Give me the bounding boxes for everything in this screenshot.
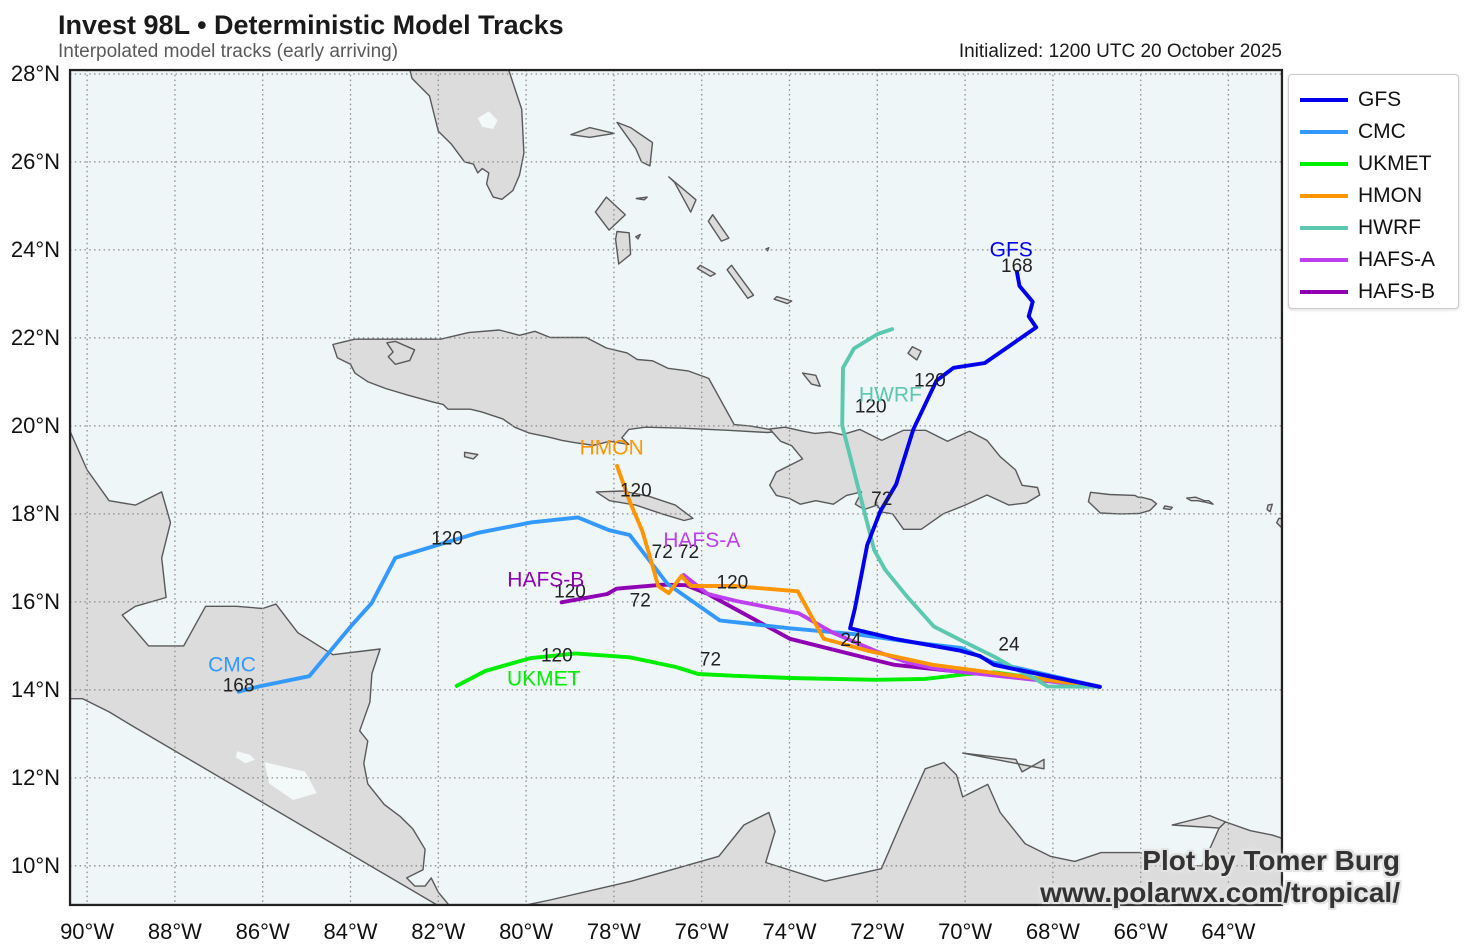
svg-text:120: 120 <box>717 573 749 594</box>
svg-text:168: 168 <box>223 676 255 697</box>
svg-text:HMON: HMON <box>580 437 644 460</box>
svg-text:120: 120 <box>541 645 573 666</box>
svg-text:120: 120 <box>431 529 463 550</box>
svg-text:20°N: 20°N <box>11 413 60 438</box>
svg-text:78°W: 78°W <box>587 919 641 944</box>
svg-text:80°W: 80°W <box>499 919 553 944</box>
svg-text:72: 72 <box>700 650 721 671</box>
svg-text:82°W: 82°W <box>411 919 465 944</box>
svg-text:26°N: 26°N <box>11 149 60 174</box>
svg-text:HWRF: HWRF <box>859 384 922 407</box>
svg-text:74°W: 74°W <box>762 919 816 944</box>
svg-text:84°W: 84°W <box>323 919 377 944</box>
svg-text:72: 72 <box>630 590 651 611</box>
svg-text:88°W: 88°W <box>148 919 202 944</box>
svg-text:76°W: 76°W <box>675 919 729 944</box>
svg-text:28°N: 28°N <box>11 61 60 86</box>
svg-text:68°W: 68°W <box>1026 919 1080 944</box>
svg-text:14°N: 14°N <box>11 677 60 702</box>
svg-text:24°N: 24°N <box>11 237 60 262</box>
svg-text:72°W: 72°W <box>850 919 904 944</box>
svg-text:10°N: 10°N <box>11 853 60 878</box>
svg-text:HAFS-A: HAFS-A <box>663 529 740 552</box>
svg-text:24: 24 <box>840 630 862 651</box>
svg-text:CMC: CMC <box>208 653 256 676</box>
svg-text:90°W: 90°W <box>60 919 114 944</box>
svg-text:16°N: 16°N <box>11 589 60 614</box>
svg-text:66°W: 66°W <box>1114 919 1168 944</box>
svg-text:GFS: GFS <box>990 239 1033 262</box>
svg-text:12°N: 12°N <box>11 765 60 790</box>
svg-text:18°N: 18°N <box>11 501 60 526</box>
svg-text:22°N: 22°N <box>11 325 60 350</box>
svg-text:72: 72 <box>871 489 892 510</box>
svg-text:120: 120 <box>620 480 652 501</box>
svg-text:24: 24 <box>998 634 1020 655</box>
svg-text:HAFS-B: HAFS-B <box>507 569 584 592</box>
svg-text:64°W: 64°W <box>1201 919 1255 944</box>
svg-text:70°W: 70°W <box>938 919 992 944</box>
svg-text:UKMET: UKMET <box>507 668 581 691</box>
svg-text:86°W: 86°W <box>236 919 290 944</box>
